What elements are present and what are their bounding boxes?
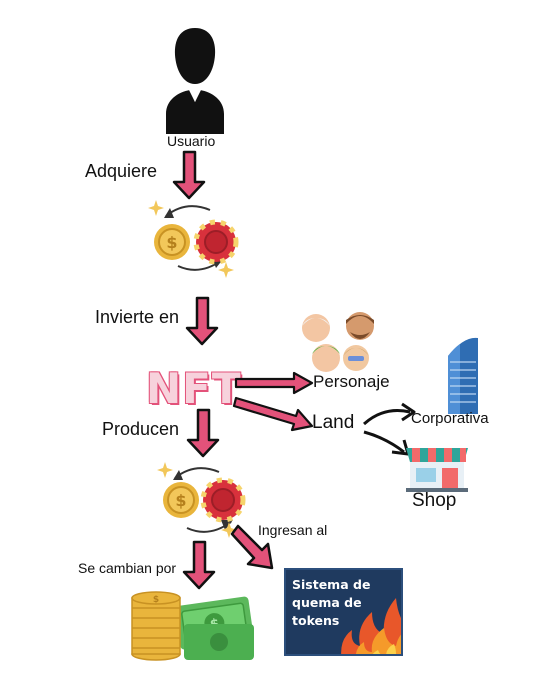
arrow-exchange [182,540,216,590]
acquire-label: Adquiere [85,161,158,181]
invest-label: Invierte en [95,307,180,327]
money-icon: $ $ [131,591,254,661]
svg-text:$: $ [166,233,177,252]
nft-label: NFT [146,364,242,413]
arrow-land [232,396,314,432]
arrow-burn [230,524,274,570]
arrow-acquire [172,150,206,200]
fire-icon [341,598,401,654]
arrow-corporativa [362,402,416,426]
user-label: Usuario [167,133,216,149]
svg-text:$: $ [153,595,159,605]
token-swap-icon-2: $ [157,462,246,538]
arrow-personaje [234,371,314,395]
arrow-invest [185,296,219,346]
shop-label: Shop [412,490,457,511]
svg-text:$: $ [175,491,186,510]
burn-system-box: Sistema de quema de tokens [284,568,403,656]
produce-label: Producen [102,419,180,439]
shop-icon [406,448,468,492]
character-label: Personaje [313,372,390,391]
corporate-label: Corporativa [411,410,489,427]
enter-label: Ingresan al [258,522,328,538]
building-icon [448,337,478,414]
arrow-shop [363,430,410,456]
user-icon [166,28,224,134]
land-label: Land [312,412,355,433]
exchange-label: Se cambian por [78,560,177,576]
characters-icon [302,312,374,372]
burn-system-label: Sistema de quema de tokens [292,577,371,628]
token-swap-icon: $ [148,200,239,278]
arrow-produce [186,408,220,458]
